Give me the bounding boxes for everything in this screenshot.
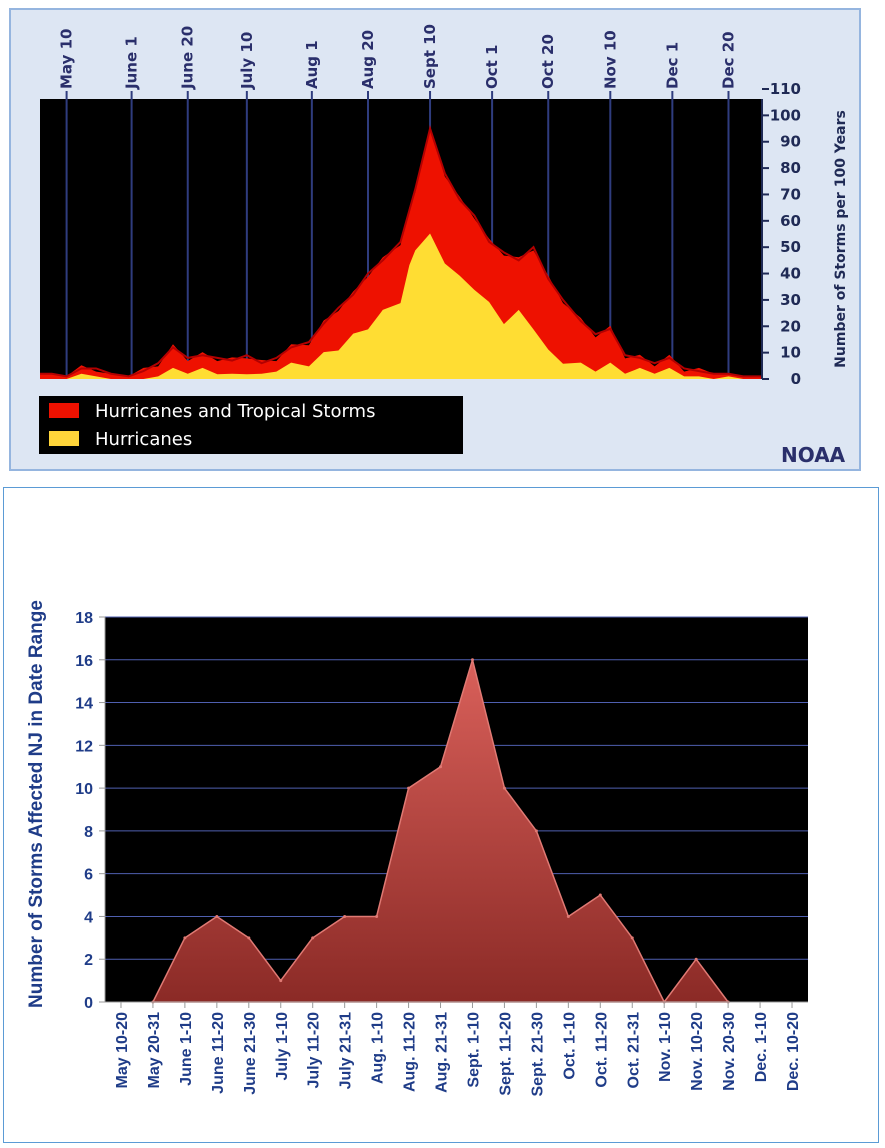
- nj-y-axis-label: Number of Storms Affected NJ in Date Ran…: [26, 600, 47, 1008]
- nj-y-tick-label: 18: [75, 610, 93, 627]
- series-hurricanes-area: [40, 233, 761, 379]
- nj-x-tick-label: June 1-10: [178, 1012, 195, 1086]
- nj-x-tick-label: June 21-30: [242, 1012, 259, 1095]
- nj-x-tick-label: July 1-10: [274, 1012, 291, 1081]
- nj-data-point: [247, 936, 251, 940]
- noaa-y-tick-label: 20: [780, 317, 801, 335]
- nj-x-tick-label: Aug. 11-20: [402, 1012, 419, 1092]
- nj-y-tick-label: 10: [75, 781, 93, 798]
- noaa-x-tick-label: Aug 20: [359, 30, 377, 89]
- nj-y-tick-label: 12: [75, 738, 93, 755]
- nj-x-tick-labels: May 10-20 May 20-31 June 1-10 June 11-20 Jun…: [114, 1002, 802, 1096]
- nj-x-tick-label: May 10-20: [114, 1012, 131, 1089]
- nj-data-point: [694, 957, 698, 961]
- noaa-x-tick-label: July 10: [238, 32, 256, 90]
- nj-x-tick-label: Aug. 21-31: [434, 1012, 451, 1093]
- noaa-x-tick-label: Oct 1: [483, 45, 501, 89]
- nj-area: [151, 658, 730, 1004]
- nj-chart-panel: 0 2 4 6 8 10 12 14 16 18 May 10-20 May 20-31 June 1…: [3, 487, 879, 1143]
- noaa-y-tick-label: 80: [780, 159, 801, 177]
- nj-x-tick-label: Nov. 10-20: [689, 1012, 706, 1091]
- nj-data-point: [183, 936, 187, 940]
- nj-x-tick-label: Sept. 1-10: [465, 1012, 482, 1088]
- noaa-y-tick-label: 70: [780, 185, 801, 203]
- noaa-x-tick-label: Sept 10: [421, 24, 439, 89]
- nj-data-point: [470, 658, 474, 662]
- nj-data-point: [439, 765, 443, 769]
- nj-x-tick-label: Nov. 1-10: [657, 1012, 674, 1082]
- series-storms-area: [40, 125, 761, 379]
- nj-y-tick-label: 0: [84, 995, 93, 1012]
- noaa-x-tick-labels: May 10 June 1 June 20 July 10 Aug 1 Aug 20 Sep…: [58, 24, 737, 99]
- nj-y-tick-label: 6: [84, 867, 93, 884]
- nj-storms-area: [152, 659, 729, 1003]
- series-storms-crest: [40, 124, 761, 378]
- nj-x-tick-label: July 11-20: [306, 1012, 323, 1089]
- nj-data-point: [630, 936, 634, 940]
- noaa-chart-panel: May 10 June 1 June 20 July 10 Aug 1 Aug 20 Sep…: [9, 8, 861, 471]
- noaa-x-tick-label: Dec 20: [719, 31, 737, 89]
- nj-x-tick-label: Dec. 1-10: [753, 1012, 770, 1082]
- noaa-x-tick-label: May 10: [58, 29, 76, 89]
- noaa-y-tick-label: 90: [780, 133, 801, 151]
- nj-x-tick-label: Aug. 1-10: [370, 1012, 387, 1084]
- noaa-y-tick-label: 10: [780, 344, 801, 362]
- nj-data-point: [598, 893, 602, 897]
- noaa-y-tick-labels: 0 10 20 30 40 50 60 70 80 90 100 110: [762, 80, 801, 388]
- noaa-x-tick-label: Dec 1: [663, 42, 681, 89]
- noaa-areas: [40, 124, 761, 379]
- legend-box: [39, 396, 463, 454]
- nj-x-tick-label: June 11-20: [210, 1012, 227, 1094]
- nj-y-tick-labels: 0 2 4 6 8 10 12 14 16 18: [75, 610, 105, 1012]
- noaa-x-tick-label: Nov 10: [601, 30, 619, 89]
- nj-x-tick-label: Sept. 11-20: [497, 1012, 514, 1096]
- nj-data-point: [343, 914, 347, 918]
- nj-x-tick-label: Sept. 21-30: [529, 1012, 546, 1097]
- nj-x-tick-label: Oct. 1-10: [561, 1012, 578, 1080]
- legend-label-storms: Hurricanes and Tropical Storms: [95, 401, 375, 422]
- nj-data-point: [407, 786, 411, 790]
- nj-x-tick-label: July 21-31: [338, 1012, 355, 1089]
- nj-chart: 0 2 4 6 8 10 12 14 16 18 May 10-20 May 20-31 June 1…: [26, 600, 808, 1096]
- noaa-x-tick-label: Aug 1: [303, 40, 321, 89]
- nj-data-point: [566, 914, 570, 918]
- noaa-y-tick-label: 0: [791, 370, 801, 388]
- legend-swatch-hurricanes: [49, 431, 79, 446]
- noaa-y-tick-label: 100: [770, 106, 801, 124]
- noaa-y-tick-label: 60: [780, 212, 801, 230]
- nj-y-tick-label: 4: [84, 909, 93, 926]
- nj-data-point: [534, 829, 538, 833]
- nj-data-point: [279, 979, 283, 983]
- noaa-y-tick-label: 30: [780, 291, 801, 309]
- nj-data-point: [375, 914, 379, 918]
- nj-x-tick-label: Oct. 11-20: [593, 1012, 610, 1088]
- nj-data-point: [215, 914, 219, 918]
- nj-x-tick-label: Dec. 10-20: [785, 1012, 802, 1091]
- noaa-y-tick-label: 50: [780, 238, 801, 256]
- legend-swatch-storms: [49, 403, 79, 418]
- noaa-x-tick-label: Oct 20: [539, 34, 557, 89]
- nj-data-point: [502, 786, 506, 790]
- nj-y-tick-label: 14: [75, 696, 93, 713]
- nj-y-tick-label: 16: [75, 653, 93, 670]
- nj-x-tick-label: Oct. 21-31: [625, 1012, 642, 1089]
- nj-y-tick-label: 8: [84, 824, 93, 841]
- noaa-y-tick-label: 110: [770, 80, 801, 98]
- noaa-x-tick-label: June 20: [179, 26, 197, 90]
- noaa-chart: May 10 June 1 June 20 July 10 Aug 1 Aug 20 Sep…: [39, 24, 849, 467]
- nj-data-point: [311, 936, 315, 940]
- nj-y-tick-label: 2: [84, 952, 93, 969]
- noaa-y-axis-label: Number of Storms per 100 Years: [833, 110, 849, 368]
- noaa-y-tick-label: 40: [780, 265, 801, 283]
- legend-label-hurricanes: Hurricanes: [95, 429, 192, 450]
- noaa-legend: Hurricanes and Tropical Storms Hurricane…: [39, 396, 463, 454]
- nj-x-tick-label: Nov. 20-30: [721, 1012, 738, 1091]
- noaa-credit: NOAA: [781, 443, 846, 467]
- noaa-x-tick-label: June 1: [123, 36, 141, 90]
- nj-x-tick-label: May 20-31: [146, 1012, 163, 1089]
